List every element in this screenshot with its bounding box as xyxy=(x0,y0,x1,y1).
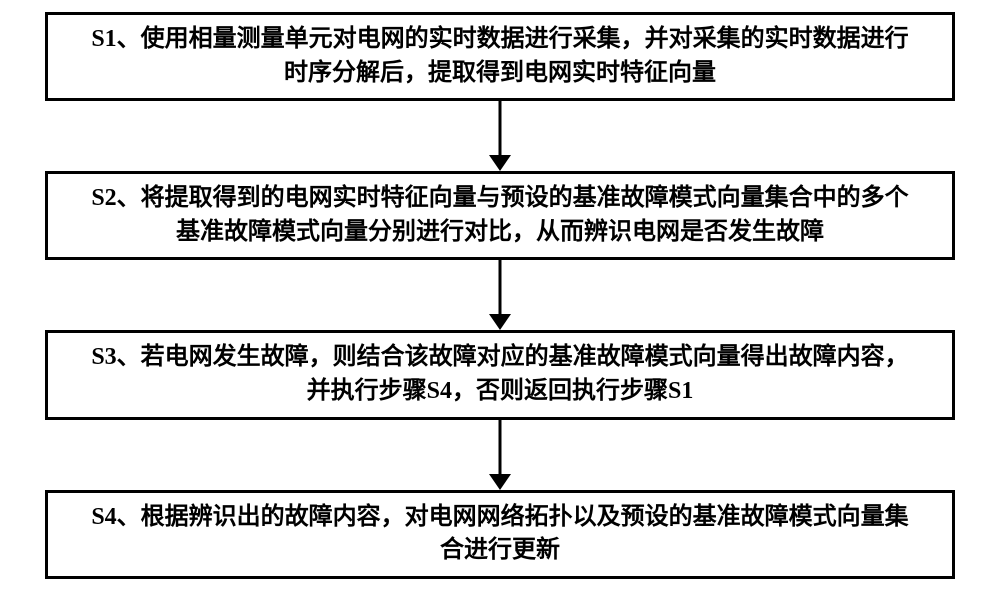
flowchart-container: S1、使用相量测量单元对电网的实时数据进行采集，并对采集的实时数据进行 时序分解… xyxy=(45,12,955,579)
arrow-s3-s4 xyxy=(45,420,955,490)
step-s4-text: S4、根据辨识出的故障内容，对电网网络拓扑以及预设的基准故障模式向量集 合进行更… xyxy=(62,501,938,568)
arrow-down-icon xyxy=(485,101,515,171)
step-s4: S4、根据辨识出的故障内容，对电网网络拓扑以及预设的基准故障模式向量集 合进行更… xyxy=(45,490,955,579)
step-s3-text: S3、若电网发生故障，则结合该故障对应的基准故障模式向量得出故障内容， 并执行步… xyxy=(62,341,938,408)
arrow-s1-s2 xyxy=(45,101,955,171)
step-s2-text: S2、将提取得到的电网实时特征向量与预设的基准故障模式向量集合中的多个 基准故障… xyxy=(62,182,938,249)
arrow-down-icon xyxy=(485,420,515,490)
step-s3: S3、若电网发生故障，则结合该故障对应的基准故障模式向量得出故障内容， 并执行步… xyxy=(45,330,955,419)
step-s1: S1、使用相量测量单元对电网的实时数据进行采集，并对采集的实时数据进行 时序分解… xyxy=(45,12,955,101)
step-s2: S2、将提取得到的电网实时特征向量与预设的基准故障模式向量集合中的多个 基准故障… xyxy=(45,171,955,260)
arrow-down-icon xyxy=(485,260,515,330)
step-s1-text: S1、使用相量测量单元对电网的实时数据进行采集，并对采集的实时数据进行 时序分解… xyxy=(62,23,938,90)
arrow-s2-s3 xyxy=(45,260,955,330)
